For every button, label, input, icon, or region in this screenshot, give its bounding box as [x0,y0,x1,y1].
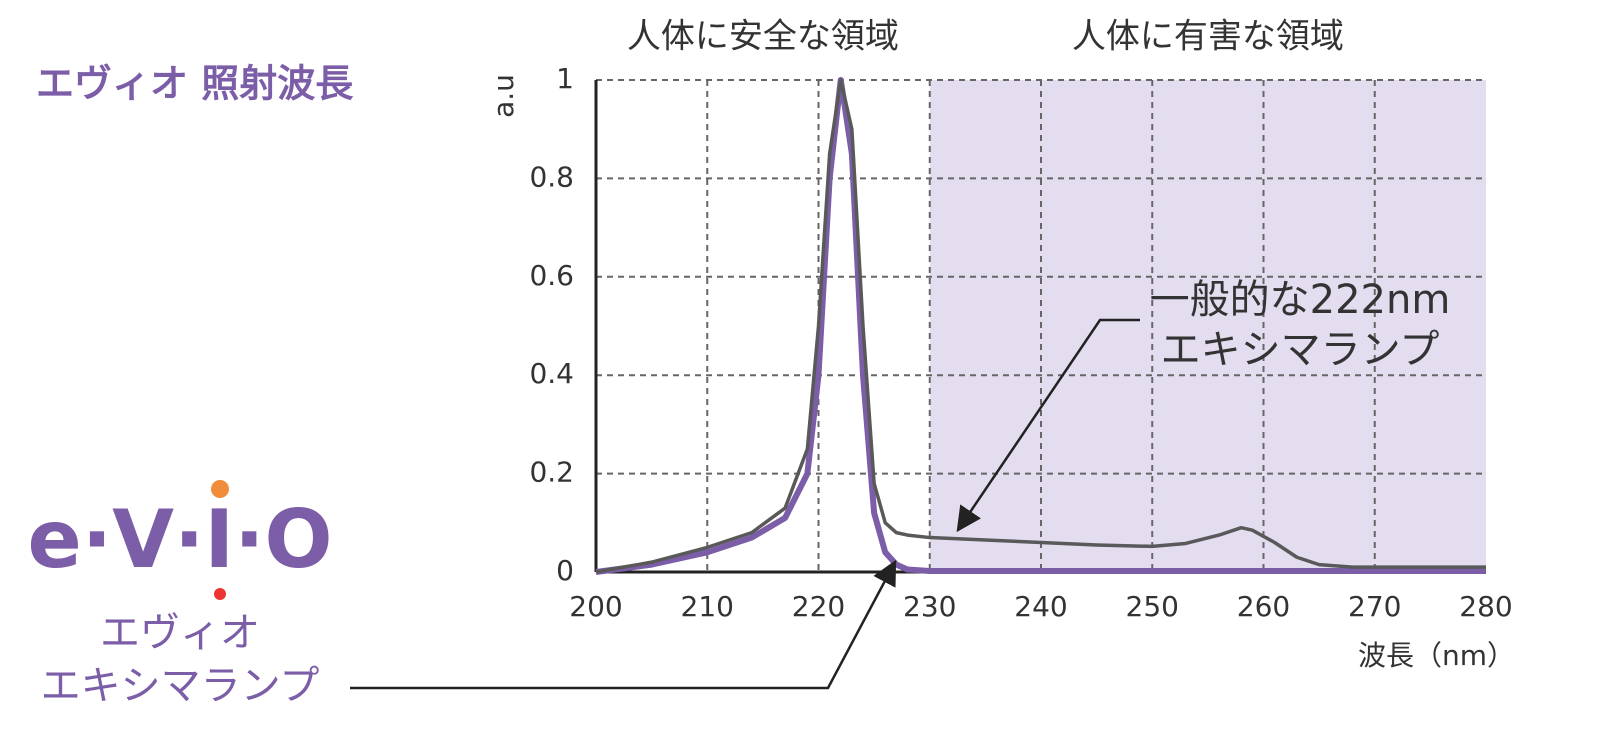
annotation: エキシマランプ [41,663,320,709]
y-tick-label: 1 [556,62,574,95]
x-tick-label: 230 [903,590,956,623]
x-tick-label: 250 [1126,590,1179,623]
x-tick-label: 270 [1348,590,1401,623]
y-axis-label: a.u [487,74,520,118]
series-line [595,78,1486,574]
annotation: 一般的な222nm [1150,277,1451,323]
x-tick-label: 200 [569,590,622,623]
annotation: エヴィオ [100,610,260,656]
y-tick-label: 0 [556,554,574,587]
chart-title: エヴィオ 照射波長 [36,62,354,106]
x-tick-label: 280 [1459,590,1512,623]
region [929,80,1486,572]
series-line [595,77,1486,575]
logo: e·V·I·O [27,493,332,586]
arrow [350,559,897,690]
x-tick-label: 220 [792,590,845,623]
x-tick-label: 260 [1237,590,1290,623]
arrow [956,318,1140,533]
region-label: 人体に安全な領域 [627,17,899,57]
y-tick-label: 0.4 [529,357,574,390]
annotation: エキシマランプ [1161,327,1440,373]
x-tick-label: 240 [1014,590,1067,623]
x-tick-label: 210 [681,590,734,623]
y-tick-label: 0.2 [529,456,574,489]
x-axis-label: 波長（nm） [1358,639,1515,672]
logo-dot [211,480,229,498]
y-tick-label: 0.6 [529,259,574,292]
region-label: 人体に有害な領域 [1072,17,1344,57]
y-tick-label: 0.8 [529,160,574,193]
logo-dot [214,588,226,600]
